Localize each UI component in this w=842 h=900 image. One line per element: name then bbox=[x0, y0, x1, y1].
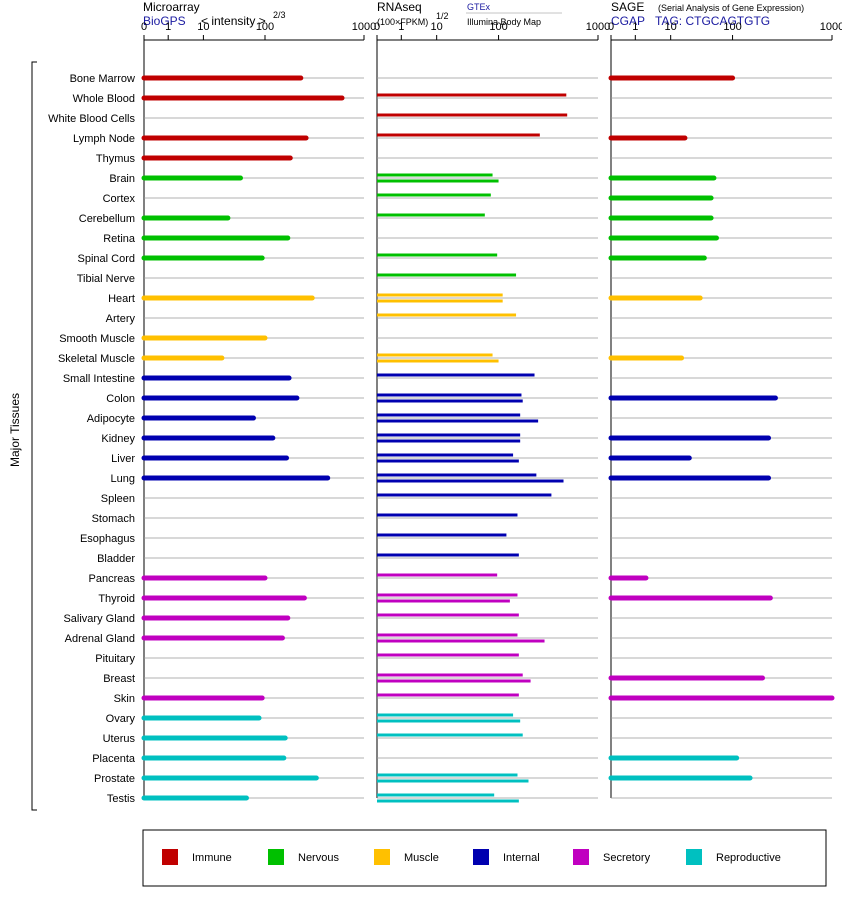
tissue-label: Breast bbox=[103, 673, 135, 685]
tissue-label: Whole Blood bbox=[73, 93, 135, 105]
sage-tick-label: 0 bbox=[608, 21, 614, 33]
sage-tick-label: 1000 bbox=[820, 21, 842, 33]
tissue-label: Colon bbox=[106, 393, 135, 405]
sage-subtitle: (Serial Analysis of Gene Expression) bbox=[658, 3, 804, 13]
legend-box bbox=[142, 829, 827, 887]
tissue-label: Testis bbox=[107, 793, 136, 805]
legend-label-reproductive: Reproductive bbox=[716, 852, 781, 864]
rnaseq-tick-label: 10 bbox=[431, 21, 443, 33]
tissue-label: Pituitary bbox=[95, 653, 135, 665]
tissue-label: Smooth Muscle bbox=[59, 333, 135, 345]
tissue-label: Thyroid bbox=[98, 593, 135, 605]
legend-swatch-internal bbox=[473, 849, 489, 865]
rnaseq-tick-label: 1 bbox=[398, 21, 404, 33]
sage-source: CGAP bbox=[611, 14, 645, 28]
rnaseq-unit: (100×FPKM) bbox=[377, 17, 428, 27]
tissue-label: Stomach bbox=[92, 513, 135, 525]
rnaseq-exponent: 1/2 bbox=[436, 11, 449, 21]
tissue-label: Ovary bbox=[106, 713, 136, 725]
tissue-label: Skeletal Muscle bbox=[58, 353, 135, 365]
legend-swatch-secretory bbox=[573, 849, 589, 865]
tissue-label: Adipocyte bbox=[87, 413, 135, 425]
tissue-label: Uterus bbox=[103, 733, 136, 745]
microarray-tick-label: 0 bbox=[141, 21, 147, 33]
tissue-label: Cortex bbox=[103, 193, 136, 205]
microarray-tick-label: 1000 bbox=[352, 21, 376, 33]
legend-swatch-nervous bbox=[268, 849, 284, 865]
y-axis-label: Major Tissues bbox=[8, 393, 22, 467]
tissue-label: Retina bbox=[103, 233, 136, 245]
microarray-unit: < intensity > bbox=[201, 14, 266, 28]
tissue-label: Placenta bbox=[92, 753, 136, 765]
sage-tick-label: 10 bbox=[665, 21, 677, 33]
microarray-header: Microarray BioGPS < intensity > 2/3 bbox=[143, 0, 286, 28]
tissue-label: Skin bbox=[114, 693, 135, 705]
tissue-label: Spinal Cord bbox=[78, 253, 135, 265]
tissue-label: Prostate bbox=[94, 773, 135, 785]
legend-swatch-muscle bbox=[374, 849, 390, 865]
tissue-label: Spleen bbox=[101, 493, 135, 505]
sage-tick-label: 1 bbox=[632, 21, 638, 33]
rnaseq-tick-label: 1000 bbox=[586, 21, 610, 33]
legend-swatch-immune bbox=[162, 849, 178, 865]
rnaseq-tick-label: 100 bbox=[489, 21, 507, 33]
y-axis-bracket bbox=[31, 61, 37, 811]
tissue-label: Cerebellum bbox=[79, 213, 135, 225]
legend-label-secretory: Secretory bbox=[603, 852, 651, 864]
tissue-label: Lymph Node bbox=[73, 133, 135, 145]
tissue-label: Kidney bbox=[101, 433, 135, 445]
sage-tag: TAG: CTGCAGTGTG bbox=[655, 14, 770, 28]
microarray-tick-label: 100 bbox=[256, 21, 274, 33]
sage-title: SAGE bbox=[611, 0, 644, 14]
legend-label-internal: Internal bbox=[503, 852, 540, 864]
microarray-exponent: 2/3 bbox=[273, 10, 286, 20]
tissue-label: Heart bbox=[108, 293, 135, 305]
tissue-label: Brain bbox=[109, 173, 135, 185]
tissue-label: Esophagus bbox=[80, 533, 136, 545]
tissue-label: Bladder bbox=[97, 553, 135, 565]
legend: Immune Nervous Muscle Internal Secretory Repr… bbox=[162, 849, 781, 865]
microarray-source: BioGPS bbox=[143, 14, 186, 28]
tissue-label: Thymus bbox=[96, 153, 136, 165]
legend-label-muscle: Muscle bbox=[404, 852, 439, 864]
legend-label-immune: Immune bbox=[192, 852, 232, 864]
rnaseq-source-illumina: Illumina Body Map bbox=[467, 17, 541, 27]
rnaseq-source-gtex: GTEx bbox=[467, 2, 491, 12]
tissue-label: Salivary Gland bbox=[63, 613, 135, 625]
rnaseq-header: RNAseq (100×FPKM) 1/2 GTEx Illumina Body… bbox=[377, 0, 562, 27]
microarray-tick-label: 1 bbox=[165, 21, 171, 33]
rnaseq-tick-label: 0 bbox=[374, 21, 380, 33]
tissue-label: Tibial Nerve bbox=[77, 273, 135, 285]
sage-tick-label: 100 bbox=[723, 21, 741, 33]
rnaseq-title: RNAseq bbox=[377, 0, 422, 14]
legend-label-nervous: Nervous bbox=[298, 852, 339, 864]
tissue-label: Bone Marrow bbox=[70, 73, 135, 85]
tissue-label: Adrenal Gland bbox=[65, 633, 135, 645]
microarray-tick-label: 10 bbox=[197, 21, 209, 33]
bars-layer bbox=[141, 75, 835, 803]
legend-swatch-reproductive bbox=[686, 849, 702, 865]
microarray-title: Microarray bbox=[143, 0, 200, 14]
tissue-label: White Blood Cells bbox=[48, 113, 135, 125]
tissue-label: Pancreas bbox=[89, 573, 136, 585]
tissue-label: Small Intestine bbox=[63, 373, 135, 385]
tissue-label: Lung bbox=[111, 473, 135, 485]
sage-header: SAGE (Serial Analysis of Gene Expression… bbox=[611, 0, 804, 28]
tissue-label: Liver bbox=[111, 453, 135, 465]
tissue-label: Artery bbox=[106, 313, 136, 325]
